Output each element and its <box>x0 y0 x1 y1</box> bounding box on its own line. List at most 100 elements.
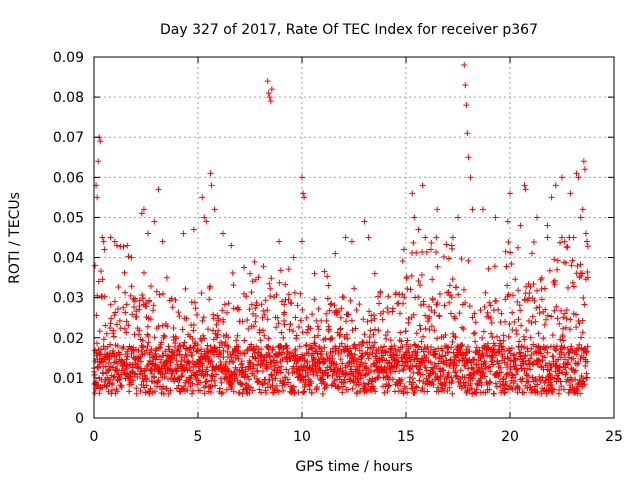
scatter-point <box>152 356 159 363</box>
scatter-point <box>506 321 513 328</box>
scatter-point <box>464 343 471 350</box>
scatter-point <box>302 379 309 386</box>
y-tick-label: 0.04 <box>53 251 84 267</box>
scatter-point <box>523 327 530 334</box>
scatter-point <box>216 385 223 392</box>
scatter-point <box>233 337 240 344</box>
scatter-point <box>470 371 477 378</box>
scatter-point <box>162 370 169 377</box>
scatter-point <box>181 357 188 364</box>
scatter-point <box>395 300 402 307</box>
scatter-point <box>93 352 100 359</box>
scatter-point <box>562 259 569 266</box>
scatter-point <box>308 389 315 396</box>
scatter-point <box>308 345 315 352</box>
scatter-point <box>538 274 545 281</box>
scatter-point <box>267 285 274 292</box>
scatter-point <box>129 364 136 371</box>
scatter-point <box>103 383 110 390</box>
scatter-point <box>541 354 548 361</box>
scatter-point <box>290 328 297 335</box>
scatter-point <box>525 373 532 380</box>
scatter-point <box>189 387 196 394</box>
scatter-point <box>111 238 118 245</box>
scatter-point <box>370 385 377 392</box>
scatter-point <box>261 311 268 318</box>
scatter-point <box>266 354 273 361</box>
scatter-point <box>256 378 263 385</box>
scatter-point <box>395 358 402 365</box>
scatter-point <box>416 366 423 373</box>
scatter-point <box>573 324 580 331</box>
scatter-point <box>189 358 196 365</box>
scatter-point <box>315 326 322 333</box>
scatter-point <box>541 285 548 292</box>
scatter-point <box>570 283 577 290</box>
scatter-point <box>548 194 555 201</box>
scatter-point <box>311 334 318 341</box>
scatter-point <box>190 226 197 233</box>
scatter-point <box>122 309 129 316</box>
scatter-point <box>552 182 559 189</box>
scatter-point <box>287 355 294 362</box>
scatter-point <box>246 306 253 313</box>
scatter-point <box>145 339 152 346</box>
scatter-point <box>444 387 451 394</box>
x-tick-label: 15 <box>397 429 415 445</box>
scatter-point <box>397 310 404 317</box>
scatter-point <box>212 382 219 389</box>
scatter-point <box>186 360 193 367</box>
scatter-point <box>351 285 358 292</box>
scatter-point <box>284 358 291 365</box>
scatter-point <box>95 363 102 370</box>
y-tick-label: 0.06 <box>53 170 84 186</box>
scatter-point <box>278 363 285 370</box>
scatter-point <box>314 372 321 379</box>
scatter-point <box>569 279 576 286</box>
scatter-point <box>264 307 271 314</box>
scatter-point <box>182 285 189 292</box>
scatter-point <box>428 307 435 314</box>
scatter-point <box>325 372 332 379</box>
scatter-point <box>446 384 453 391</box>
scatter-point <box>573 311 580 318</box>
scatter-point <box>207 170 214 177</box>
scatter-point <box>155 323 162 330</box>
scatter-point <box>458 256 465 263</box>
scatter-point <box>327 301 334 308</box>
scatter-point <box>173 335 180 342</box>
scatter-point <box>156 291 163 298</box>
scatter-point <box>167 359 174 366</box>
scatter-point <box>385 309 392 316</box>
scatter-point <box>110 333 117 340</box>
scatter-point <box>447 310 454 317</box>
scatter-point <box>96 390 103 397</box>
scatter-point <box>321 359 328 366</box>
scatter-point <box>110 327 117 334</box>
scatter-point <box>399 344 406 351</box>
scatter-point <box>309 311 316 318</box>
scatter-point <box>230 388 237 395</box>
scatter-point <box>481 304 488 311</box>
scatter-point <box>398 338 405 345</box>
scatter-point <box>183 315 190 322</box>
scatter-point <box>384 388 391 395</box>
scatter-point <box>394 300 401 307</box>
scatter-point <box>109 387 116 393</box>
scatter-point <box>323 310 330 317</box>
scatter-point <box>317 351 324 358</box>
scatter-point <box>210 327 217 334</box>
scatter-point <box>446 299 453 306</box>
scatter-point <box>512 378 519 385</box>
scatter-point <box>185 379 192 386</box>
scatter-point <box>504 361 511 368</box>
scatter-point <box>424 318 431 325</box>
scatter-point <box>452 368 459 375</box>
scatter-point <box>100 370 107 377</box>
scatter-point <box>384 328 391 335</box>
scatter-point <box>459 341 466 348</box>
scatter-point <box>110 374 117 381</box>
scatter-point <box>560 314 567 321</box>
scatter-point <box>143 382 150 389</box>
scatter-point <box>410 239 417 246</box>
